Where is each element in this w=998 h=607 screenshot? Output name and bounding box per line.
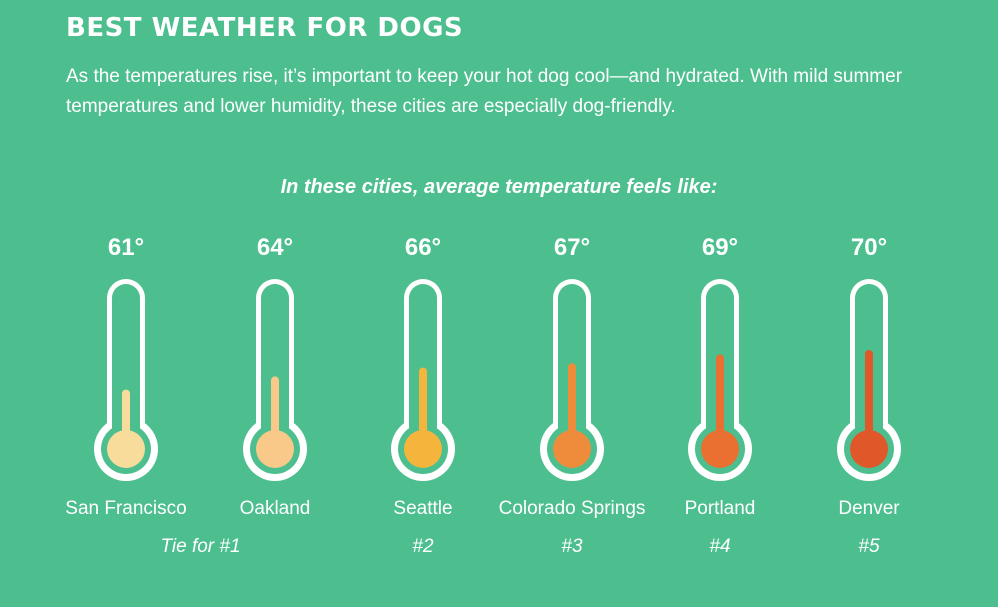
thermometer-mercury-bulb <box>850 430 888 468</box>
rank-label: #5 <box>858 536 880 557</box>
city-label: Portland <box>685 498 756 519</box>
rank-label: #4 <box>709 536 730 557</box>
chart-title: In these cities, average temperature fee… <box>280 176 718 198</box>
city-label: San Francisco <box>65 498 186 519</box>
temperature-value-label: 70° <box>851 234 887 261</box>
page-title: BEST WEATHER FOR DOGS <box>66 13 464 43</box>
city-label: Colorado Springs <box>499 498 646 519</box>
city-label: Seattle <box>393 498 452 519</box>
city-label: Oakland <box>240 498 311 519</box>
rank-label: #3 <box>561 536 583 557</box>
rank-label: Tie for #1 <box>160 536 240 557</box>
temperature-value-label: 61° <box>108 234 144 261</box>
rank-label: #2 <box>412 536 434 557</box>
thermometer-mercury-bulb <box>404 430 442 468</box>
temperature-value-label: 66° <box>405 234 441 261</box>
temperature-value-label: 64° <box>257 234 293 261</box>
thermometer-mercury-bulb <box>107 430 145 468</box>
thermometer-mercury-bulb <box>256 430 294 468</box>
intro-text: As the temperatures rise, it’s important… <box>66 66 903 117</box>
temperature-value-label: 69° <box>702 234 738 261</box>
thermometer-mercury-bulb <box>553 430 591 468</box>
city-label: Denver <box>838 498 900 519</box>
thermometer-mercury-bulb <box>701 430 739 468</box>
temperature-value-label: 67° <box>554 234 590 261</box>
